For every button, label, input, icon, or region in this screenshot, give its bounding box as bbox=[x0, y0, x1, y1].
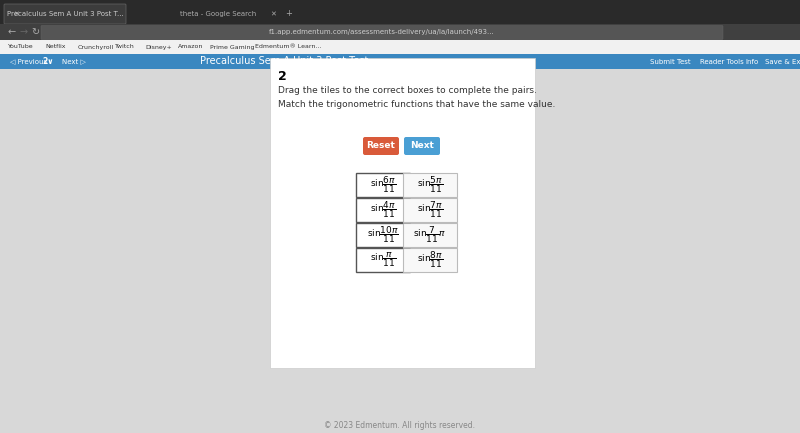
FancyBboxPatch shape bbox=[4, 4, 126, 24]
FancyBboxPatch shape bbox=[403, 223, 457, 247]
Text: theta - Google Search: theta - Google Search bbox=[180, 11, 256, 17]
Bar bbox=[0, 24, 800, 40]
Text: Prime Gaming: Prime Gaming bbox=[210, 45, 254, 49]
Text: $\sin\!\dfrac{\pi}{11}$: $\sin\!\dfrac{\pi}{11}$ bbox=[370, 251, 396, 269]
Text: Edmentum® Learn...: Edmentum® Learn... bbox=[255, 45, 322, 49]
Text: Reader Tools: Reader Tools bbox=[700, 58, 744, 65]
FancyBboxPatch shape bbox=[356, 173, 410, 197]
FancyBboxPatch shape bbox=[356, 223, 410, 247]
Text: ←: ← bbox=[8, 27, 16, 37]
Text: Info: Info bbox=[745, 58, 758, 65]
FancyBboxPatch shape bbox=[270, 58, 535, 368]
Text: Precalculus Sem A Unit 3 Post Test: Precalculus Sem A Unit 3 Post Test bbox=[200, 56, 368, 67]
Text: ◁ Previous: ◁ Previous bbox=[10, 58, 47, 65]
Text: Next ▷: Next ▷ bbox=[62, 58, 86, 65]
Text: © 2023 Edmentum. All rights reserved.: © 2023 Edmentum. All rights reserved. bbox=[325, 420, 475, 430]
Text: Precalculus Sem A Unit 3 Post T...: Precalculus Sem A Unit 3 Post T... bbox=[6, 11, 123, 17]
Text: Crunchyroll: Crunchyroll bbox=[78, 45, 114, 49]
FancyBboxPatch shape bbox=[363, 137, 399, 155]
Bar bbox=[0, 0, 800, 25]
Text: $\sin\!\dfrac{4\pi}{11}$: $\sin\!\dfrac{4\pi}{11}$ bbox=[370, 200, 396, 220]
Text: Submit Test: Submit Test bbox=[650, 58, 690, 65]
FancyBboxPatch shape bbox=[356, 248, 410, 272]
Text: Netflix: Netflix bbox=[45, 45, 66, 49]
Text: Match the trigonometric functions that have the same value.: Match the trigonometric functions that h… bbox=[278, 100, 555, 109]
Text: $\sin\!\dfrac{7\pi}{11}$: $\sin\!\dfrac{7\pi}{11}$ bbox=[417, 200, 443, 220]
Text: $\sin\!\dfrac{8\pi}{11}$: $\sin\!\dfrac{8\pi}{11}$ bbox=[417, 249, 443, 271]
Text: Drag the tiles to the correct boxes to complete the pairs.: Drag the tiles to the correct boxes to c… bbox=[278, 86, 537, 95]
Text: Next: Next bbox=[410, 142, 434, 151]
Text: +: + bbox=[285, 10, 292, 19]
FancyBboxPatch shape bbox=[404, 137, 440, 155]
Text: $\sin\!\dfrac{6\pi}{11}$: $\sin\!\dfrac{6\pi}{11}$ bbox=[370, 174, 396, 195]
Text: Amazon: Amazon bbox=[178, 45, 203, 49]
Text: →: → bbox=[20, 27, 28, 37]
FancyBboxPatch shape bbox=[403, 173, 457, 197]
Text: Twitch: Twitch bbox=[115, 45, 134, 49]
FancyBboxPatch shape bbox=[356, 198, 410, 222]
Bar bbox=[0, 40, 800, 54]
Text: ↻: ↻ bbox=[31, 27, 39, 37]
Text: 2: 2 bbox=[278, 70, 286, 83]
Bar bbox=[0, 54, 800, 69]
Text: Reset: Reset bbox=[366, 142, 395, 151]
Text: ✕: ✕ bbox=[13, 11, 19, 17]
Text: f1.app.edmentum.com/assessments-delivery/ua/la/launch/493...: f1.app.edmentum.com/assessments-delivery… bbox=[269, 29, 495, 35]
Text: $\sin\!\dfrac{5\pi}{11}$: $\sin\!\dfrac{5\pi}{11}$ bbox=[417, 174, 443, 195]
Text: 2∨: 2∨ bbox=[42, 57, 54, 66]
Text: $\sin\!\dfrac{7}{11}\pi$: $\sin\!\dfrac{7}{11}\pi$ bbox=[414, 225, 446, 246]
FancyBboxPatch shape bbox=[41, 26, 723, 39]
Text: $\sin\!\dfrac{10\pi}{11}$: $\sin\!\dfrac{10\pi}{11}$ bbox=[367, 225, 399, 246]
Text: Disney+: Disney+ bbox=[145, 45, 172, 49]
Text: Save & Exit: Save & Exit bbox=[765, 58, 800, 65]
Text: YouTube: YouTube bbox=[8, 45, 34, 49]
Text: ✕: ✕ bbox=[270, 11, 276, 17]
FancyBboxPatch shape bbox=[403, 248, 457, 272]
FancyBboxPatch shape bbox=[403, 198, 457, 222]
